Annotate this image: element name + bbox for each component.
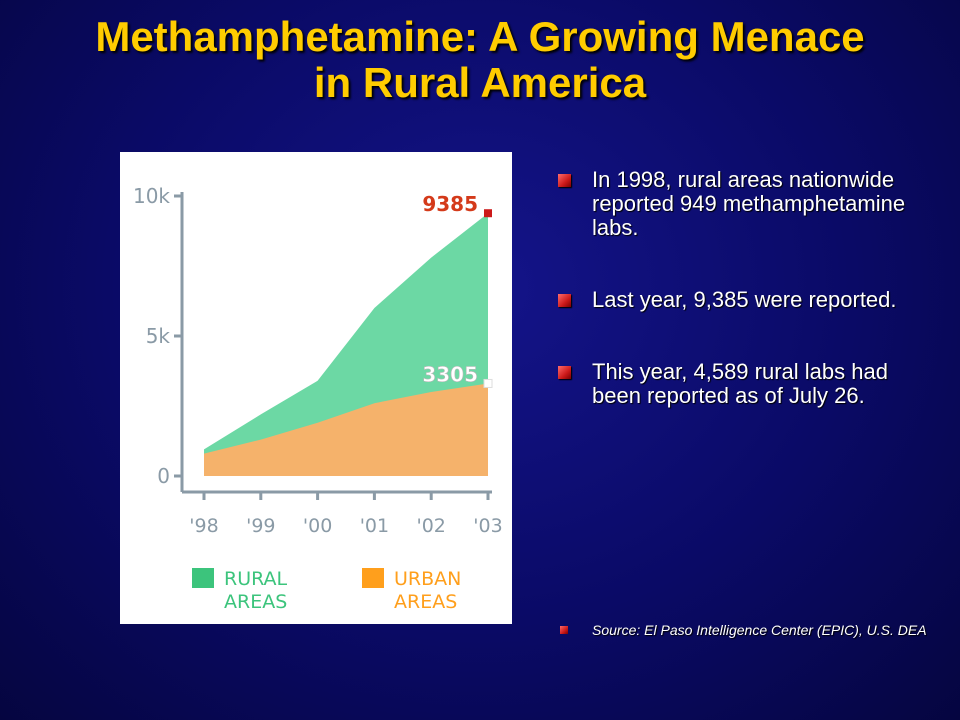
y-tick-label: 10k bbox=[133, 184, 170, 208]
bullet-list: In 1998, rural areas nationwide reported… bbox=[558, 168, 938, 408]
bullet-marker-icon bbox=[558, 294, 571, 307]
y-tick-label: 0 bbox=[157, 464, 170, 488]
legend-rural-swatch bbox=[192, 568, 214, 588]
x-tick-label: '98 bbox=[189, 515, 218, 537]
x-tick-label: '99 bbox=[246, 515, 275, 537]
title-line-1: Methamphetamine: A Growing Menace bbox=[95, 13, 865, 60]
legend-rural-label-line2: AREAS bbox=[224, 591, 287, 613]
bullet-item: Last year, 9,385 were reported. bbox=[558, 288, 938, 312]
urban-area bbox=[204, 383, 488, 476]
area-chart: 05k10k'98'99'00'01'02'0393853305RURALARE… bbox=[133, 184, 503, 613]
chart-panel: 0 5k 10k '98'99'00'01'02'03 9385 3305 RURAL ARE… bbox=[120, 152, 512, 624]
bullet-marker-icon bbox=[558, 174, 571, 187]
urban-end-label: 3305 bbox=[422, 362, 478, 386]
rural-end-label: 9385 bbox=[422, 192, 478, 216]
x-tick-label: '03 bbox=[473, 515, 502, 537]
y-tick-label: 5k bbox=[146, 324, 171, 348]
bullet-item: In 1998, rural areas nationwide reported… bbox=[558, 168, 938, 240]
bullet-marker-icon bbox=[560, 626, 568, 634]
x-tick-label: '01 bbox=[360, 515, 389, 537]
title-line-2: in Rural America bbox=[313, 59, 647, 106]
bullet-item: This year, 4,589 rural labs had been rep… bbox=[558, 360, 938, 408]
bullet-text: This year, 4,589 rural labs had been rep… bbox=[592, 359, 888, 408]
legend-urban-label-line2: AREAS bbox=[394, 591, 457, 613]
urban-end-marker bbox=[483, 378, 493, 388]
legend-rural-label-line1: RURAL bbox=[224, 568, 288, 590]
slide-title: Methamphetamine: A Growing Menace in Rur… bbox=[0, 14, 960, 106]
legend-urban-swatch bbox=[362, 568, 384, 588]
legend-urban-label-line1: URBAN bbox=[394, 568, 461, 590]
bullet-text: In 1998, rural areas nationwide reported… bbox=[592, 167, 906, 240]
rural-end-marker bbox=[484, 209, 492, 218]
bullet-text: Last year, 9,385 were reported. bbox=[592, 287, 897, 312]
x-tick-label: '02 bbox=[416, 515, 445, 537]
x-tick-label: '00 bbox=[303, 515, 332, 537]
bullet-marker-icon bbox=[558, 366, 571, 379]
source-note: Source: El Paso Intelligence Center (EPI… bbox=[558, 622, 938, 638]
source-text: Source: El Paso Intelligence Center (EPI… bbox=[592, 622, 927, 638]
